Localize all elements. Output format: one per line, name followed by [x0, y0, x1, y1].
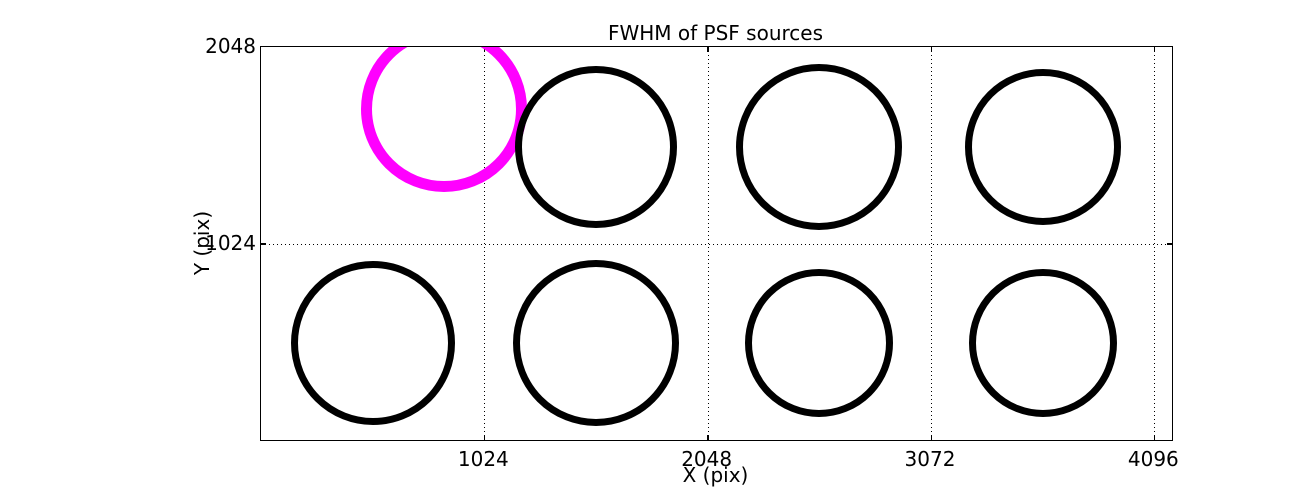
x-tick-mark [707, 47, 709, 52]
x-tick-mark [483, 435, 486, 440]
x-tick-label: 2048 [681, 447, 733, 471]
x-tick-label: 4096 [1127, 447, 1179, 471]
psf-circle [736, 63, 903, 230]
x-tick-mark [1153, 435, 1156, 440]
y-gridline [261, 243, 1172, 245]
x-tick-mark [707, 435, 709, 440]
y-tick-mark [261, 243, 266, 245]
x-tick-mark [1153, 47, 1156, 52]
chart-title: FWHM of PSF sources [607, 21, 824, 45]
y-tick-mark [1167, 243, 1172, 245]
psf-circle [515, 65, 677, 228]
psf-circle [745, 269, 894, 418]
psf-circle [964, 68, 1121, 225]
x-tick-mark [930, 47, 932, 52]
x-tick-label: 1024 [457, 447, 509, 471]
psf-circle-flagged [361, 47, 528, 192]
x-axis-label: X (pix) [682, 463, 749, 487]
x-tick-label: 3072 [904, 447, 956, 471]
y-tick-label: 1024 [205, 230, 256, 255]
psf-circle [290, 261, 455, 426]
y-tick-label: 2048 [205, 34, 256, 58]
x-tick-mark [930, 435, 932, 440]
psf-circle [968, 269, 1117, 418]
plot-area [260, 46, 1173, 441]
psf-circle [513, 260, 679, 427]
